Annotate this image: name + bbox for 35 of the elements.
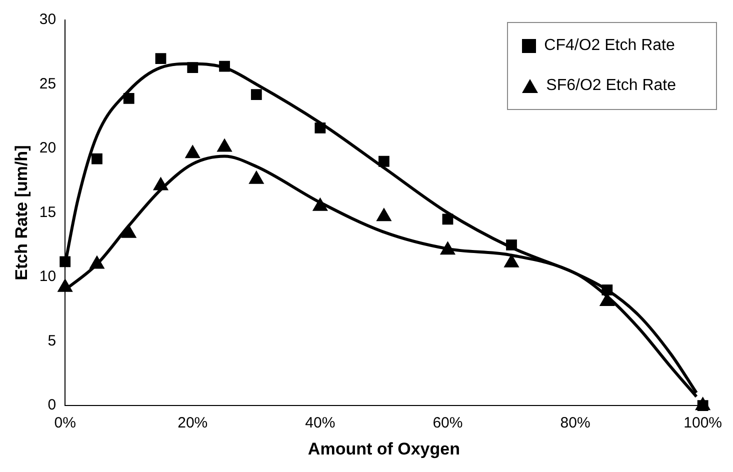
x-axis-title: Amount of Oxygen [308,439,460,458]
point [155,53,166,64]
point [378,156,390,167]
y-axis-title: Etch Rate [um/h] [12,145,31,280]
y-tick-label: 25 [39,75,56,92]
point [153,177,168,190]
legend-label: SF6/O2 Etch Rate [546,77,676,94]
y-tick-label: 5 [48,332,56,350]
y-tick-label: 20 [39,140,56,157]
y-tick-label: 10 [39,268,56,286]
x-tick-label: 60% [432,414,463,432]
point [219,60,230,72]
x-tick-label: 0% [54,414,76,432]
point [248,170,264,184]
x-tick-label: 20% [178,414,208,432]
point [312,198,328,211]
y-tick-label: 15 [39,204,56,221]
legend-label: CF4/O2 Etch Rate [544,37,675,54]
point [217,138,232,152]
point [440,242,456,255]
point [314,122,326,134]
y-tick-label: 0 [48,396,56,414]
x-tick-label: 80% [560,414,590,432]
point [250,89,262,100]
x-tick-label: 40% [305,414,336,432]
point [376,208,392,222]
point [187,62,198,74]
point [123,92,134,104]
point [121,224,136,238]
y-tick-label: 30 [39,11,56,28]
point [185,145,200,158]
point [92,153,102,164]
point [90,256,104,269]
x-tick-label: 100% [684,414,722,432]
point [58,278,73,292]
